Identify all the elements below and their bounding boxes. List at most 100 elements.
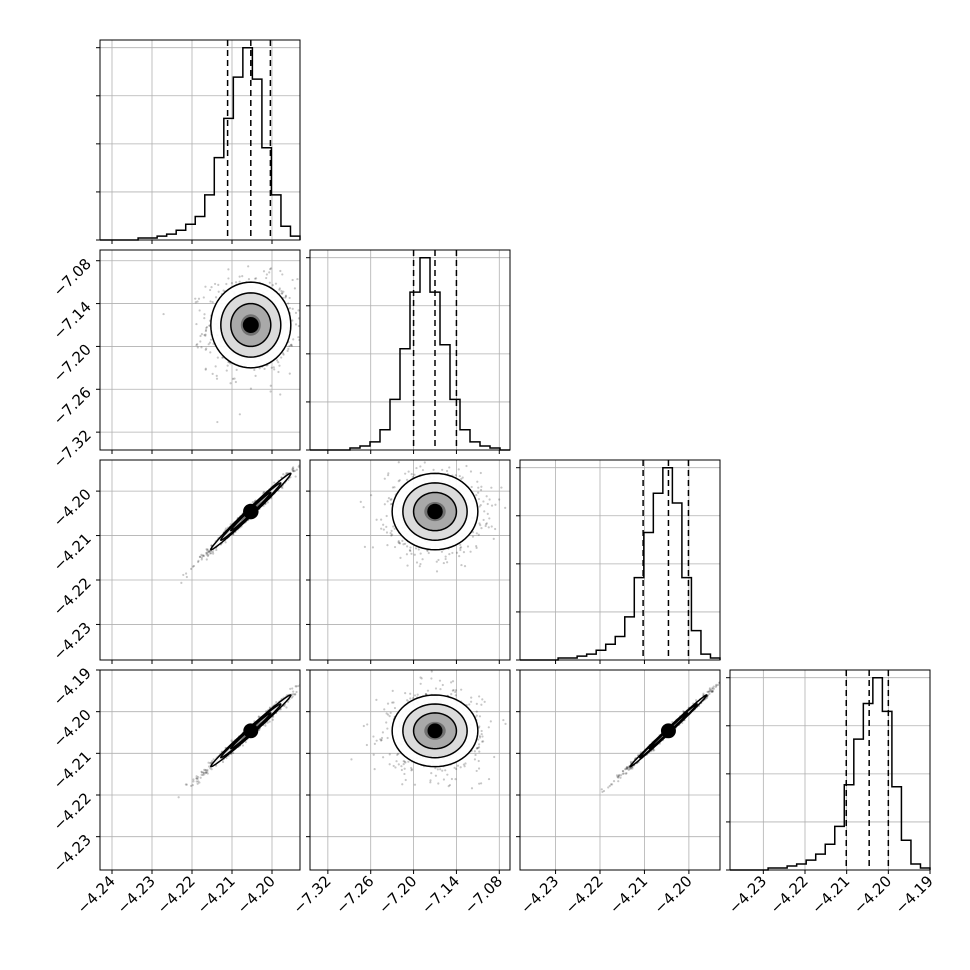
scatter-point xyxy=(435,560,438,563)
scatter-point xyxy=(185,575,188,579)
scatter-point xyxy=(207,761,210,764)
scatter-point xyxy=(288,307,292,310)
scatter-point xyxy=(483,700,486,703)
scatter-point xyxy=(477,759,480,763)
scatter-point xyxy=(626,767,630,770)
scatter-point xyxy=(400,765,403,768)
scatter-point xyxy=(419,682,422,685)
scatter-point xyxy=(205,326,208,330)
scatter-point xyxy=(214,296,218,299)
scatter-point xyxy=(478,735,481,738)
scatter-point xyxy=(441,769,444,772)
scatter-point xyxy=(463,565,467,568)
scatter-point xyxy=(222,289,225,292)
scatter-point xyxy=(479,471,482,475)
scatter-point xyxy=(285,472,288,475)
scatter-point xyxy=(205,347,208,350)
scatter-point xyxy=(437,782,440,785)
scatter-point xyxy=(504,722,507,725)
scatter-point xyxy=(452,688,455,692)
scatter-point xyxy=(475,714,478,717)
scatter-point xyxy=(417,548,420,551)
scatter-point xyxy=(209,338,213,341)
scatter-point xyxy=(419,465,422,468)
scatter-point xyxy=(290,343,293,346)
scatter-point xyxy=(392,525,395,528)
scatter-point xyxy=(216,420,219,424)
scatter-point xyxy=(413,694,417,697)
scatter-point xyxy=(405,478,409,481)
scatter-point xyxy=(498,498,501,501)
scatter-point xyxy=(379,739,383,742)
scatter-point xyxy=(407,760,410,763)
scatter-point xyxy=(444,555,447,558)
scatter-point xyxy=(195,780,198,783)
scatter-point xyxy=(490,504,494,507)
scatter-point xyxy=(192,565,195,568)
scatter-point xyxy=(284,294,288,297)
scatter-point xyxy=(247,278,251,281)
scatter-point xyxy=(450,777,454,781)
density-peak xyxy=(242,317,259,333)
scatter-point xyxy=(415,466,418,470)
scatter-point xyxy=(209,762,212,765)
joint-content xyxy=(162,265,300,424)
scatter-point xyxy=(208,765,211,768)
scatter-point xyxy=(450,693,453,696)
joint-panel-3-2 xyxy=(519,669,721,871)
scatter-point xyxy=(202,296,205,299)
scatter-point xyxy=(211,760,214,763)
scatter-point xyxy=(695,699,698,702)
scatter-point xyxy=(409,549,412,553)
scatter-point xyxy=(488,517,491,520)
scatter-point xyxy=(209,767,212,770)
scatter-point xyxy=(241,744,245,747)
scatter-point xyxy=(475,710,478,713)
scatter-point xyxy=(202,554,205,558)
scatter-point xyxy=(226,364,229,367)
scatter-point xyxy=(208,341,212,344)
joint-content xyxy=(350,670,510,790)
scatter-point xyxy=(420,677,423,680)
scatter-point xyxy=(184,783,187,786)
scatter-point xyxy=(282,353,285,356)
scatter-point xyxy=(386,544,389,547)
scatter-point xyxy=(489,720,492,723)
scatter-point xyxy=(434,774,438,777)
scatter-point xyxy=(269,268,272,271)
scatter-point xyxy=(278,288,281,291)
scatter-point xyxy=(381,756,385,759)
scatter-point xyxy=(432,468,435,471)
scatter-point xyxy=(475,546,478,550)
scatter-point xyxy=(458,555,461,558)
scatter-point xyxy=(459,766,462,769)
scatter-point xyxy=(268,271,271,274)
scatter-point xyxy=(200,558,203,561)
scatter-point xyxy=(380,738,383,742)
scatter-point xyxy=(206,554,210,558)
scatter-point xyxy=(216,356,219,359)
scatter-point xyxy=(214,365,217,368)
scatter-point xyxy=(442,561,445,565)
scatter-point xyxy=(461,476,464,479)
scatter-point xyxy=(204,768,207,772)
scatter-point xyxy=(225,369,228,372)
scatter-point xyxy=(460,688,463,691)
scatter-point xyxy=(492,537,495,540)
scatter-point xyxy=(481,740,484,743)
scatter-point xyxy=(195,775,198,778)
scatter-point xyxy=(625,772,628,775)
scatter-point xyxy=(209,761,212,764)
scatter-point xyxy=(379,738,382,741)
scatter-point xyxy=(473,758,477,761)
scatter-point xyxy=(494,527,497,531)
scatter-point xyxy=(350,758,353,761)
scatter-point xyxy=(263,367,266,370)
scatter-point xyxy=(419,676,422,679)
scatter-point xyxy=(291,468,294,471)
scatter-point xyxy=(264,724,267,727)
panel-frame xyxy=(519,459,721,661)
scatter-point xyxy=(631,767,634,770)
scatter-point xyxy=(292,693,295,696)
joint-content xyxy=(177,683,300,799)
